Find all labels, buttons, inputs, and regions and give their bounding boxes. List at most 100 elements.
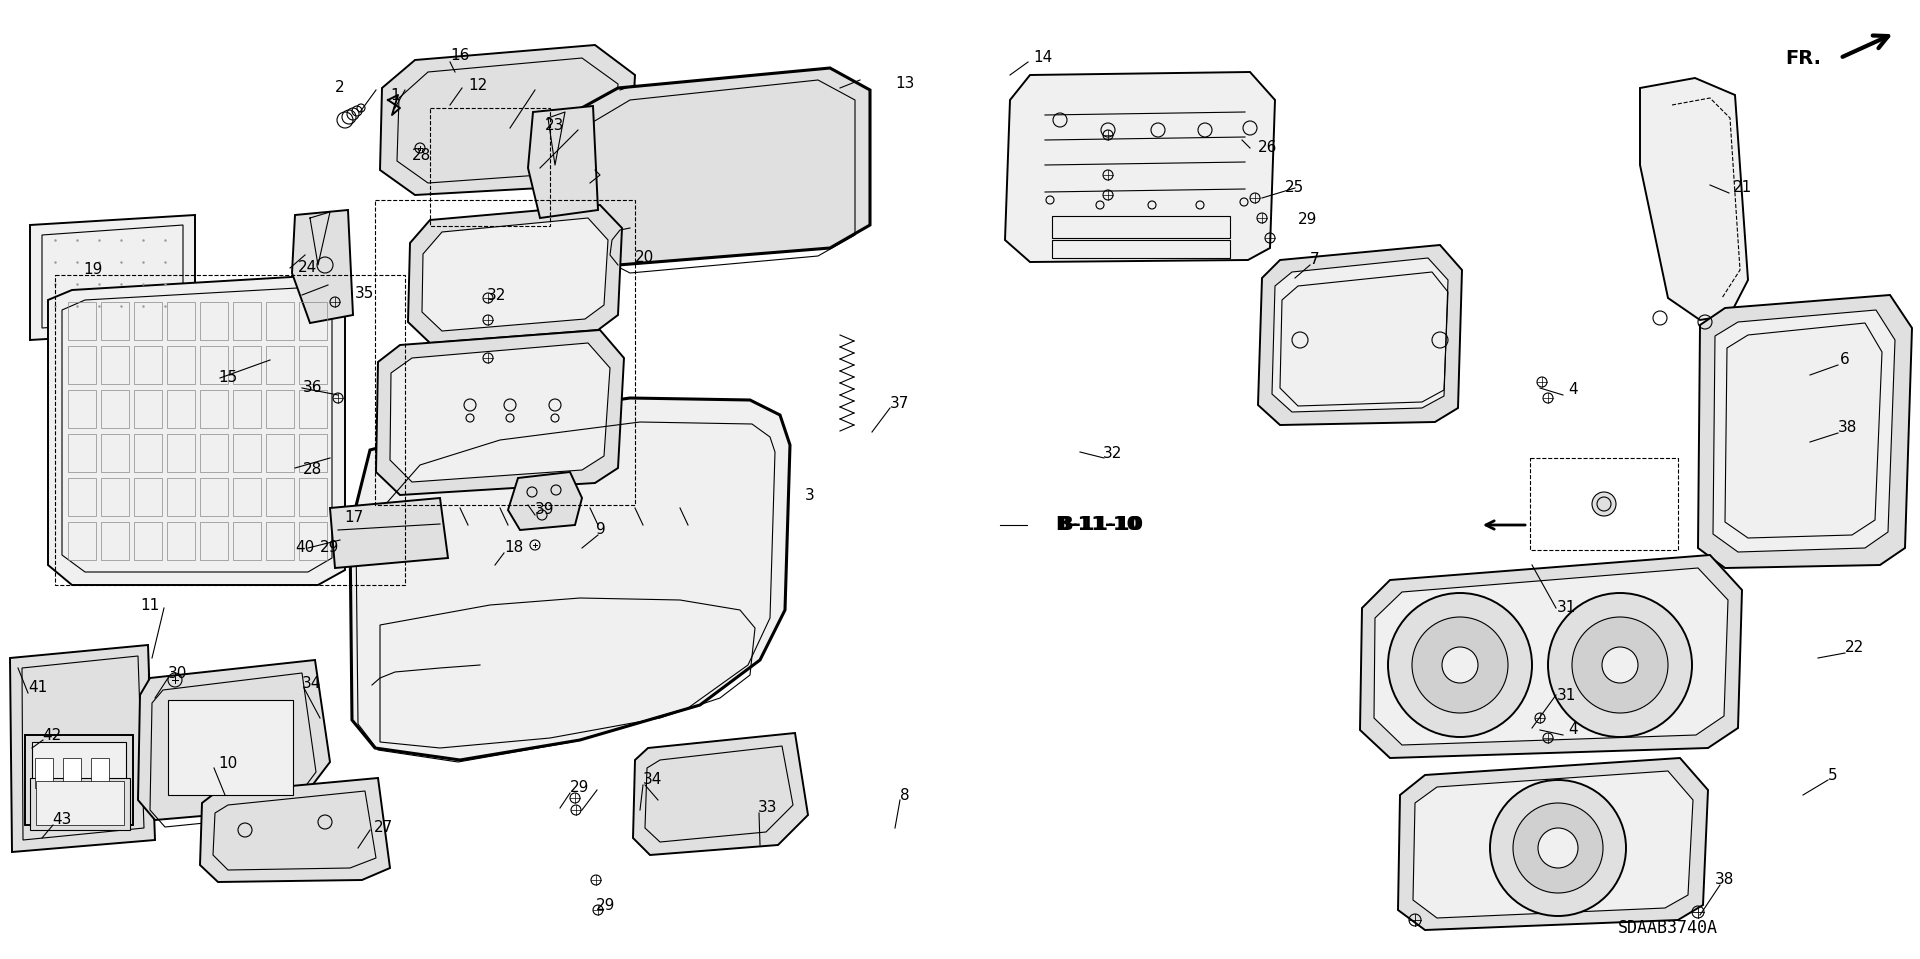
Circle shape (1572, 617, 1668, 713)
Polygon shape (1640, 78, 1747, 320)
Polygon shape (390, 343, 611, 482)
Text: 38: 38 (1715, 873, 1734, 887)
Polygon shape (422, 218, 609, 331)
Text: SDAAB3740A: SDAAB3740A (1619, 919, 1718, 937)
Circle shape (1388, 593, 1532, 737)
Circle shape (1601, 647, 1638, 683)
Polygon shape (349, 398, 789, 760)
Polygon shape (10, 645, 156, 852)
Bar (35, 758, 54, 788)
Text: 22: 22 (1845, 641, 1864, 656)
Text: 39: 39 (536, 503, 555, 518)
Text: 28: 28 (303, 462, 323, 478)
Polygon shape (1258, 245, 1461, 425)
Text: 29: 29 (321, 541, 340, 555)
Text: 26: 26 (1258, 141, 1277, 155)
Polygon shape (1697, 295, 1912, 568)
Circle shape (1548, 593, 1692, 737)
Text: 23: 23 (545, 118, 564, 132)
Circle shape (1442, 647, 1478, 683)
Polygon shape (200, 778, 390, 882)
Text: FR.: FR. (1786, 49, 1820, 67)
Text: 2: 2 (334, 81, 344, 96)
Text: 14: 14 (1033, 51, 1052, 65)
Bar (169, 700, 294, 795)
Circle shape (1411, 617, 1507, 713)
Text: 42: 42 (42, 728, 61, 742)
Text: 8: 8 (900, 787, 910, 803)
Text: 20: 20 (636, 250, 655, 266)
Text: 31: 31 (1557, 600, 1576, 616)
Text: 21: 21 (1734, 180, 1753, 196)
Text: 15: 15 (219, 370, 238, 386)
Text: 29: 29 (595, 898, 616, 913)
Text: 4: 4 (1569, 722, 1578, 737)
Text: B-11-10: B-11-10 (1058, 516, 1142, 534)
Bar (90, 758, 109, 788)
Text: 5: 5 (1828, 767, 1837, 783)
Polygon shape (1413, 771, 1693, 918)
Text: 13: 13 (895, 76, 914, 90)
Text: 17: 17 (344, 510, 363, 526)
Text: 37: 37 (891, 395, 910, 410)
Polygon shape (138, 660, 330, 820)
Text: 33: 33 (758, 801, 778, 815)
Polygon shape (376, 330, 624, 495)
Circle shape (1513, 803, 1603, 893)
Text: 31: 31 (1557, 688, 1576, 703)
Text: 34: 34 (643, 773, 662, 787)
Text: 41: 41 (29, 681, 48, 695)
Text: 43: 43 (52, 812, 71, 828)
Polygon shape (31, 215, 196, 340)
Polygon shape (1359, 555, 1741, 758)
Circle shape (1490, 780, 1626, 916)
Text: 19: 19 (83, 263, 102, 277)
Text: 3: 3 (804, 487, 814, 503)
Text: 34: 34 (301, 675, 321, 690)
Text: 32: 32 (1102, 446, 1123, 460)
Text: 32: 32 (488, 288, 507, 302)
Polygon shape (48, 275, 346, 585)
Polygon shape (509, 472, 582, 530)
Text: 10: 10 (219, 756, 238, 770)
Polygon shape (1398, 758, 1709, 930)
Polygon shape (292, 210, 353, 323)
Bar (25, 735, 132, 825)
Text: B-11-10: B-11-10 (1054, 516, 1140, 534)
Text: 7: 7 (1309, 252, 1319, 268)
Polygon shape (1271, 258, 1448, 412)
Polygon shape (407, 205, 622, 343)
Polygon shape (380, 45, 636, 195)
Text: 18: 18 (503, 541, 524, 555)
Bar (63, 758, 81, 788)
Polygon shape (1375, 568, 1728, 745)
Polygon shape (634, 733, 808, 855)
Text: 40: 40 (296, 541, 315, 555)
Text: 35: 35 (355, 286, 374, 300)
Circle shape (1538, 828, 1578, 868)
Text: 29: 29 (570, 781, 589, 796)
Text: 9: 9 (595, 523, 605, 537)
Bar (31, 778, 131, 830)
Text: 29: 29 (1298, 213, 1317, 227)
Bar (33, 742, 127, 818)
Text: 25: 25 (1284, 180, 1304, 196)
Text: 4: 4 (1569, 383, 1578, 397)
Circle shape (1592, 492, 1617, 516)
Polygon shape (1004, 72, 1275, 262)
Text: 1: 1 (390, 87, 399, 103)
Text: 11: 11 (140, 597, 159, 613)
Text: 16: 16 (449, 48, 468, 62)
Text: 30: 30 (169, 666, 188, 681)
Text: 28: 28 (413, 148, 432, 162)
Text: 36: 36 (303, 381, 323, 395)
Text: 12: 12 (468, 78, 488, 92)
Polygon shape (1713, 310, 1895, 552)
Text: 27: 27 (374, 821, 394, 835)
Text: 24: 24 (298, 261, 317, 275)
Text: 38: 38 (1837, 420, 1857, 435)
Polygon shape (330, 498, 447, 568)
Text: 6: 6 (1839, 353, 1849, 367)
Bar (36, 781, 125, 825)
Polygon shape (578, 68, 870, 265)
